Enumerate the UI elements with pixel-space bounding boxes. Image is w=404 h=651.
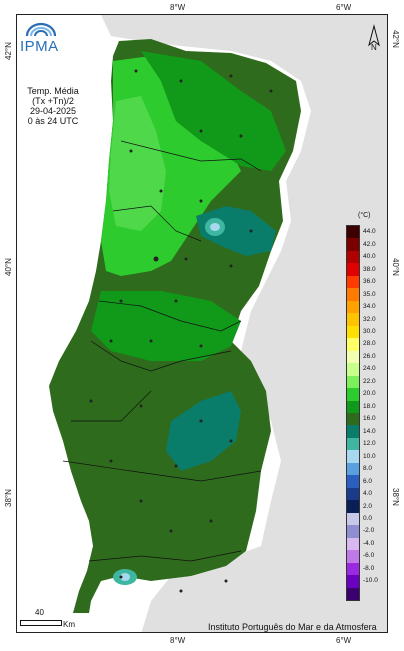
legend-swatch <box>347 437 359 451</box>
legend-label: -10.0 <box>363 577 378 585</box>
legend-label: 10.0 <box>363 452 376 460</box>
legend-label: 0.0 <box>363 514 373 522</box>
zone-10-serra <box>210 223 220 231</box>
legend-swatch <box>347 500 359 514</box>
scale-bar <box>20 620 62 626</box>
legend-swatch <box>347 512 359 526</box>
zone-14-south <box>166 391 241 471</box>
legend-swatch <box>347 300 359 314</box>
legend-swatch <box>347 363 359 377</box>
right-tick-40n: 40°N <box>391 258 400 276</box>
legend-label: 14.0 <box>363 427 376 435</box>
legend-swatch <box>347 462 359 476</box>
legend-label: 42.0 <box>363 240 376 248</box>
legend-label: 35.0 <box>363 290 376 298</box>
legend-swatch <box>347 413 359 426</box>
legend-label: 24.0 <box>363 365 376 373</box>
left-tick-38n: 38°N <box>4 489 13 507</box>
legend-label: 28.0 <box>363 340 376 348</box>
map-title: Temp. Média (Tx +Tn)/2 29-04-2025 0 às 2… <box>18 86 88 126</box>
legend-label: -8.0 <box>363 564 375 572</box>
legend-colorbar <box>346 225 360 601</box>
legend-label: 8.0 <box>363 465 373 473</box>
credit-text: Instituto Português do Mar e da Atmosfer… <box>208 622 377 632</box>
north-arrow-icon <box>368 24 380 47</box>
district-boundaries <box>62 140 262 562</box>
top-tick-6w: 6°W <box>336 3 352 12</box>
legend-swatch <box>347 425 359 439</box>
legend-swatch <box>347 475 359 489</box>
scale-unit: Km <box>63 620 75 629</box>
legend-label: 4.0 <box>363 490 373 498</box>
station-dots <box>89 69 273 593</box>
legend-swatch <box>347 587 359 601</box>
ipma-logo-icon <box>25 22 57 37</box>
legend-unit: (°C) <box>358 212 371 219</box>
legend-swatch <box>347 450 359 464</box>
zone-22 <box>109 96 166 231</box>
legend-label: 36.0 <box>363 278 376 286</box>
legend-swatch <box>347 250 359 264</box>
left-tick-40n: 40°N <box>4 258 13 276</box>
legend-label: 40.0 <box>363 253 376 261</box>
title-period: 0 às 24 UTC <box>27 116 79 126</box>
legend-label: 44.0 <box>363 228 376 236</box>
zone-10-algarve <box>120 573 130 581</box>
legend-swatch <box>347 275 359 289</box>
right-tick-42n: 42°N <box>391 30 400 48</box>
legend-label: 12.0 <box>363 440 376 448</box>
top-tick-8w: 8°W <box>170 3 186 12</box>
legend-label: -2.0 <box>363 527 375 535</box>
legend-swatch <box>347 226 359 239</box>
legend-label: 6.0 <box>363 477 373 485</box>
legend-swatch <box>347 525 359 539</box>
legend-label: -6.0 <box>363 552 375 560</box>
title-date: 29-04-2025 <box>29 106 77 116</box>
legend-label: 32.0 <box>363 315 376 323</box>
legend-swatch <box>347 325 359 339</box>
spain-land <box>101 15 387 632</box>
legend-swatch <box>347 388 359 402</box>
legend-swatch <box>347 562 359 576</box>
legend-label: 20.0 <box>363 390 376 398</box>
legend-swatch <box>347 375 359 389</box>
legend-swatch <box>347 350 359 364</box>
title-line2: (Tx +Tn)/2 <box>32 96 74 106</box>
north-label: N <box>371 43 377 52</box>
logo-text: IPMA <box>20 38 59 55</box>
title-line1: Temp. Média <box>27 86 79 96</box>
legend-swatch <box>347 400 359 414</box>
legend-swatch <box>347 575 359 589</box>
legend-swatch <box>347 238 359 252</box>
legend-label: 22.0 <box>363 377 376 385</box>
bottom-tick-6w: 6°W <box>336 636 352 645</box>
legend-label: 34.0 <box>363 303 376 311</box>
legend-swatch <box>347 288 359 302</box>
scale-value: 40 <box>35 608 44 617</box>
legend-swatch <box>347 537 359 551</box>
zone-18-centre <box>91 291 241 361</box>
legend-swatch <box>347 313 359 327</box>
legend-label: 38.0 <box>363 265 376 273</box>
left-tick-42n: 42°N <box>4 42 13 60</box>
legend-label: 18.0 <box>363 402 376 410</box>
legend-label: 2.0 <box>363 502 373 510</box>
legend-swatch <box>347 487 359 501</box>
legend-swatch <box>347 263 359 277</box>
legend-label: 16.0 <box>363 415 376 423</box>
legend-label: 30.0 <box>363 327 376 335</box>
right-tick-38n: 38°N <box>391 488 400 506</box>
bottom-tick-8w: 8°W <box>170 636 186 645</box>
legend-swatch <box>347 338 359 352</box>
legend-swatch <box>347 550 359 564</box>
zone-18-north <box>141 51 286 171</box>
temperature-map <box>17 15 387 632</box>
legend-label: 26.0 <box>363 352 376 360</box>
map-area <box>16 14 388 633</box>
legend-label: -4.0 <box>363 539 375 547</box>
